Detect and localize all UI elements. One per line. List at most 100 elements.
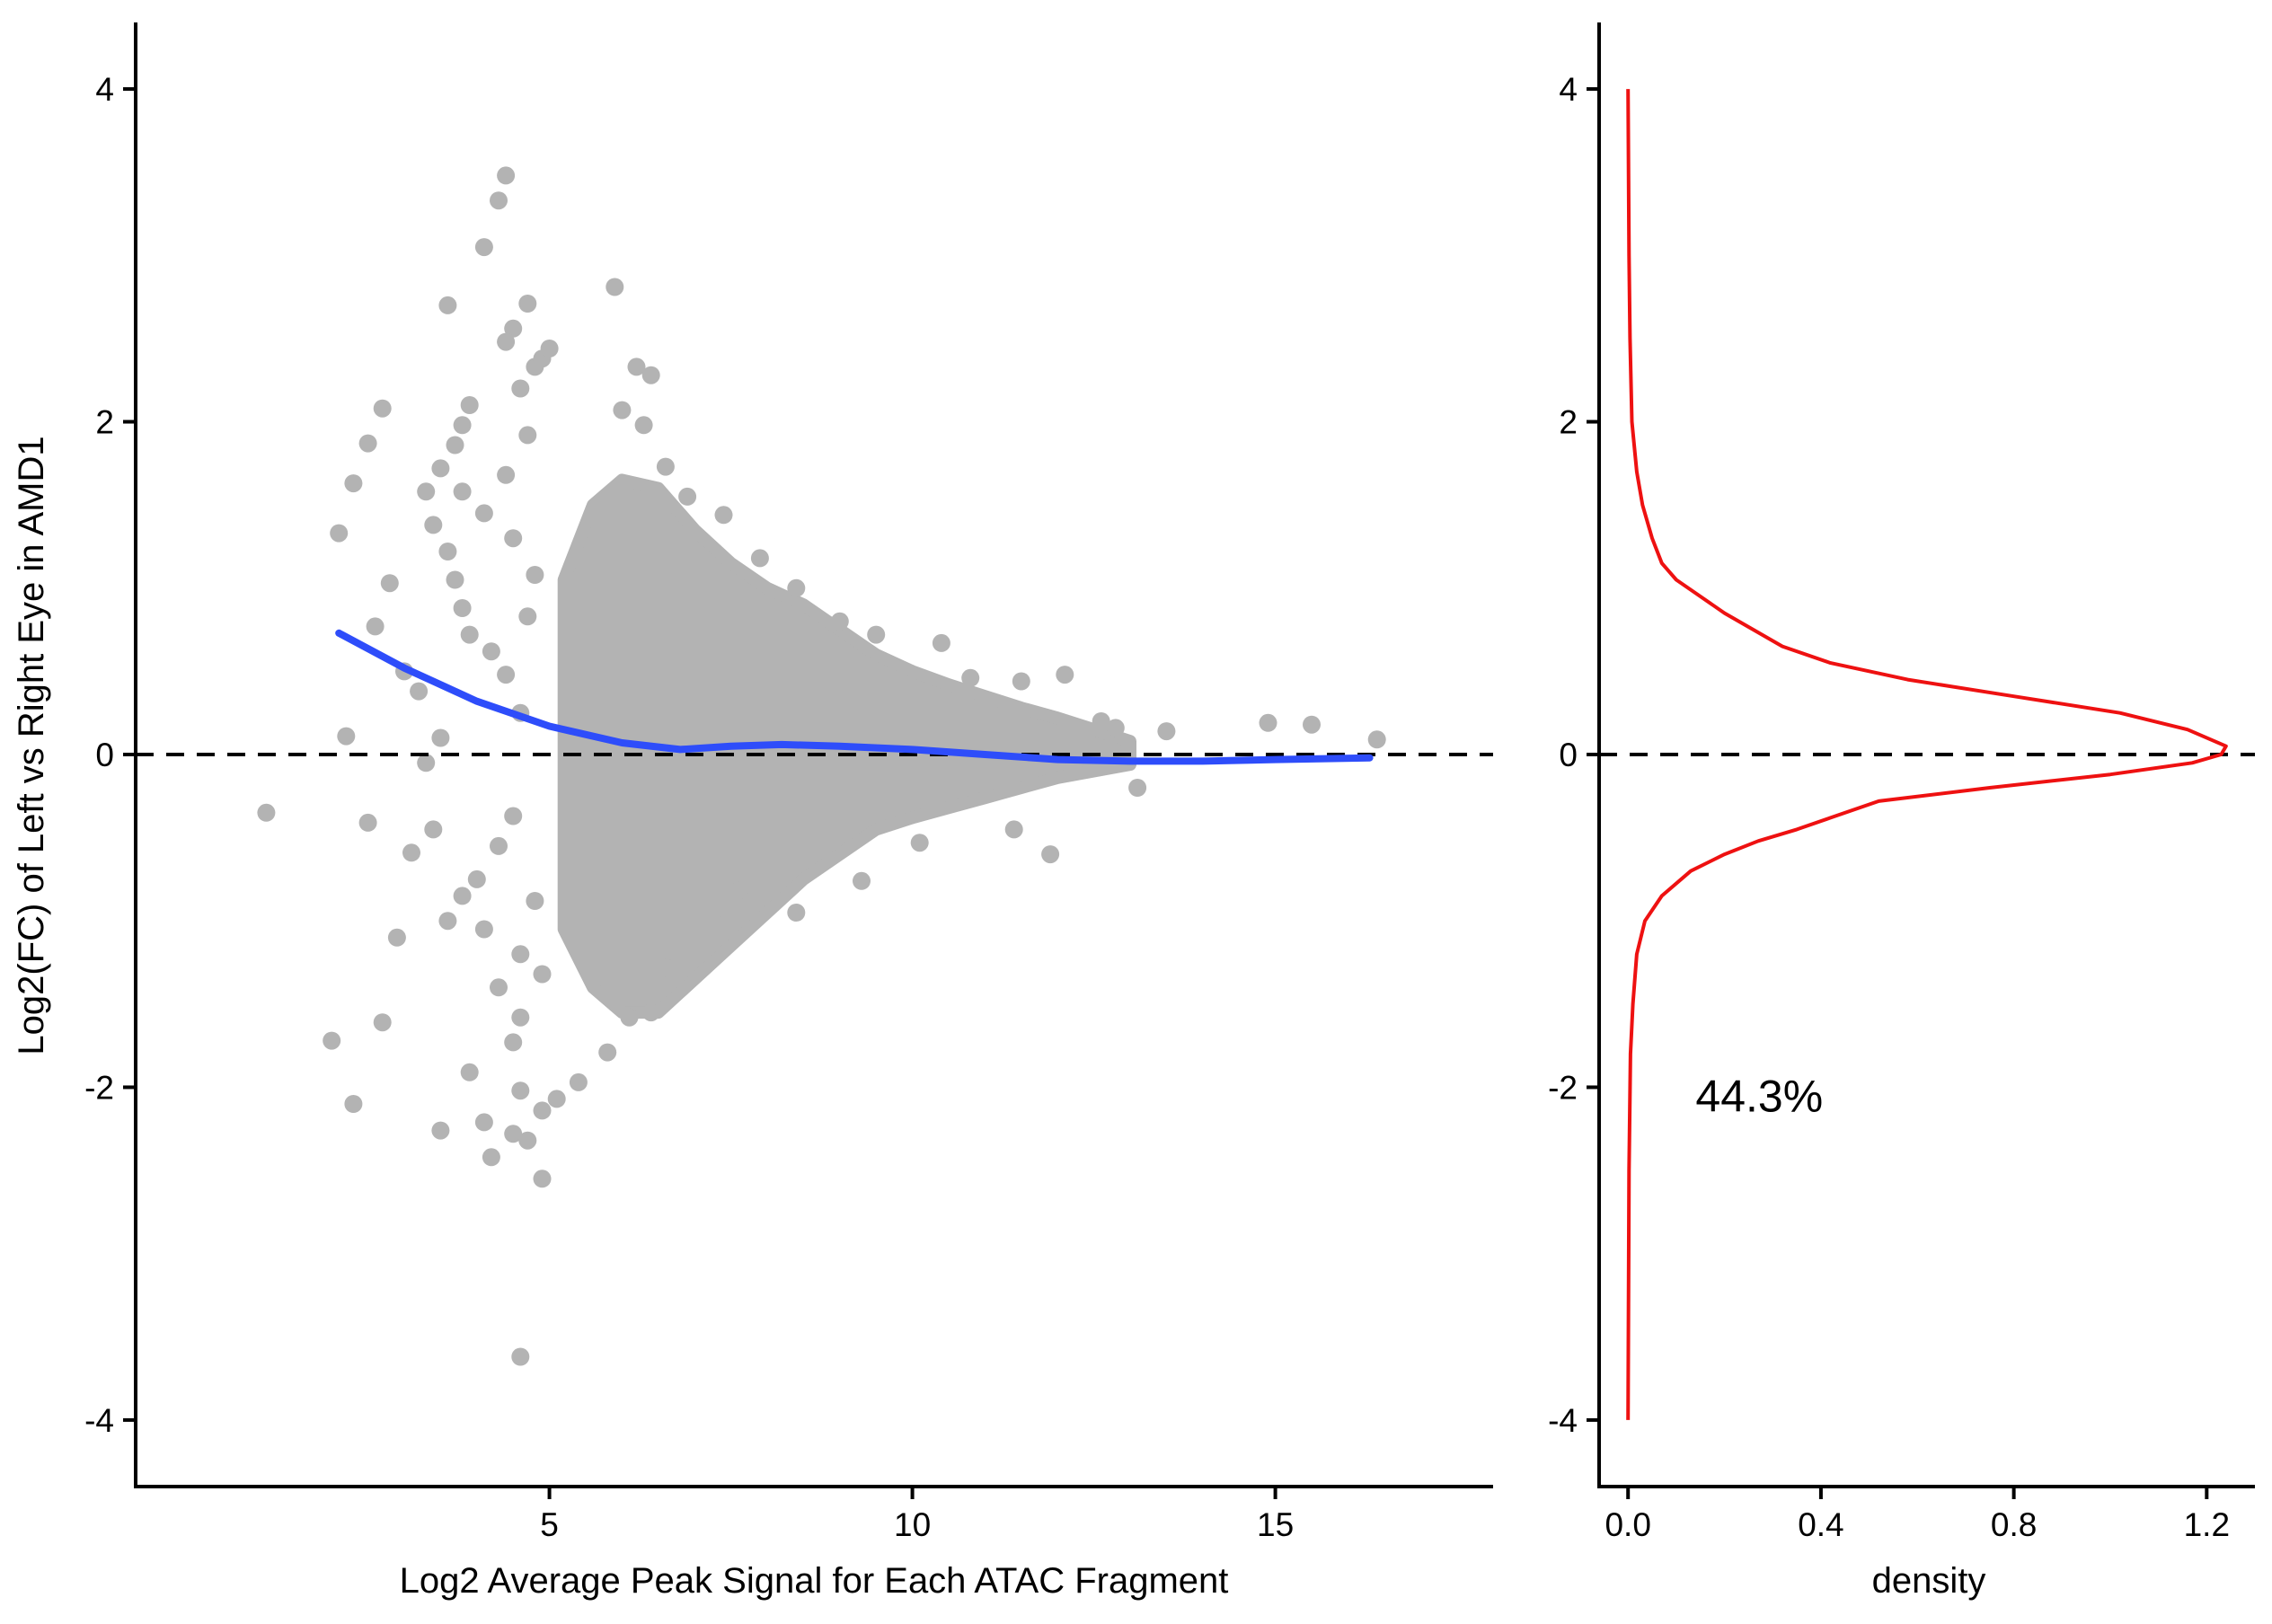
scatter-point	[344, 1095, 363, 1113]
scatter-point	[490, 978, 508, 997]
scatter-point	[714, 506, 733, 525]
scatter-point	[634, 416, 653, 435]
scatter-point	[533, 965, 552, 984]
y-tick-label: -2	[84, 1069, 114, 1106]
scatter-point	[497, 332, 516, 351]
density-x-axis-title: density	[1872, 1561, 1986, 1601]
scatter-point	[830, 612, 849, 631]
scatter-point	[867, 625, 886, 644]
scatter-point	[387, 928, 406, 947]
density-y-tick-label: -4	[1548, 1402, 1578, 1439]
scatter-point	[533, 1169, 552, 1188]
density-curve	[1626, 89, 2228, 1420]
scatter-point	[511, 1347, 530, 1366]
scatter-point	[641, 1003, 660, 1022]
scatter-point	[533, 1101, 552, 1120]
scatter-point	[417, 482, 436, 501]
scatter-point	[526, 566, 544, 584]
density-line	[1626, 89, 2228, 1420]
scatter-point	[598, 1043, 617, 1062]
scatter-point	[504, 1125, 523, 1143]
scatter-point	[504, 807, 523, 825]
scatter-points	[257, 166, 1386, 1366]
scatter-point	[518, 295, 537, 313]
scatter-point	[424, 516, 443, 534]
scatter-point	[453, 599, 472, 617]
scatter-point	[729, 881, 747, 900]
scatter-point	[511, 1008, 530, 1027]
scatter-point	[438, 912, 457, 931]
scatter-point	[467, 869, 486, 888]
scatter-point	[358, 813, 377, 832]
scatter-point	[787, 578, 806, 597]
scatter-point	[380, 574, 399, 593]
x-axis-title: Log2 Average Peak Signal for Each ATAC F…	[400, 1561, 1229, 1601]
scatter-point	[373, 1013, 392, 1032]
scatter-point	[750, 549, 769, 568]
density-panel: -4 -2 0 2 4 0.0 0.4 0.8 1.2 44.3% density	[1548, 22, 2255, 1601]
scatter-point	[518, 1131, 537, 1150]
scatter-point	[518, 426, 537, 445]
y-axis-title: Log2(FC) of Left vs Right Eye in AMD1	[12, 436, 51, 1055]
ma-axes: -4 -2 0 2 4 5 10 15	[84, 22, 1493, 1543]
scatter-point	[431, 1121, 450, 1140]
scatter-point	[453, 887, 472, 905]
scatter-point	[402, 843, 420, 862]
scatter-point	[1004, 820, 1023, 839]
scatter-point	[707, 914, 726, 933]
scatter-point	[504, 529, 523, 548]
scatter-point	[526, 892, 544, 910]
scatter-point	[569, 1072, 588, 1091]
scatter-point	[1128, 779, 1147, 797]
scatter-point	[330, 524, 349, 543]
smooth-curve	[335, 629, 1374, 765]
density-x-tick-label: 0.8	[1991, 1506, 2037, 1543]
scatter-point	[438, 543, 457, 560]
scatter-point	[1092, 712, 1110, 730]
scatter-point	[337, 727, 356, 746]
scatter-point	[431, 728, 450, 747]
scatter-point	[482, 1148, 500, 1167]
scatter-point	[257, 803, 276, 822]
scatter-point	[620, 1008, 639, 1027]
scatter-point	[540, 340, 559, 357]
scatter-point	[547, 1090, 566, 1108]
scatter-point	[1157, 722, 1176, 741]
density-y-tick-label: 2	[1559, 404, 1578, 441]
scatter-point	[932, 633, 950, 652]
density-x-tick-label: 1.2	[2184, 1506, 2230, 1543]
scatter-point	[656, 958, 675, 977]
density-y-tick-label: 0	[1559, 737, 1578, 773]
scatter-point	[787, 904, 806, 922]
x-tick-label: 5	[540, 1506, 559, 1543]
scatter-point	[482, 642, 500, 661]
y-tick-label: -4	[84, 1402, 114, 1439]
scatter-point	[1056, 666, 1074, 684]
scatter-point	[497, 465, 516, 484]
scatter-point	[474, 504, 493, 523]
scatter-point	[961, 668, 980, 687]
scatter-point	[490, 191, 508, 210]
scatter-point	[358, 434, 377, 453]
scatter-point	[474, 1113, 493, 1132]
scatter-point	[453, 482, 472, 501]
scatter-point	[1041, 845, 1060, 864]
y-tick-label: 0	[95, 737, 114, 773]
scatter-point	[373, 399, 392, 418]
scatter-point	[323, 1031, 341, 1050]
scatter-point	[1012, 672, 1030, 691]
scatter-point	[438, 296, 457, 314]
scatter-point	[474, 238, 493, 257]
scatter-point	[460, 396, 479, 414]
density-y-tick-label: -2	[1548, 1069, 1578, 1106]
scatter-point	[460, 1063, 479, 1081]
y-tick-label: 2	[95, 404, 114, 441]
scatter-point	[853, 871, 871, 890]
scatter-point	[606, 278, 624, 296]
scatter-point	[431, 459, 450, 478]
scatter-point	[511, 379, 530, 398]
scatter-point	[504, 319, 523, 338]
scatter-point	[641, 366, 660, 384]
scatter-point	[417, 754, 436, 772]
scatter-point	[410, 682, 429, 701]
